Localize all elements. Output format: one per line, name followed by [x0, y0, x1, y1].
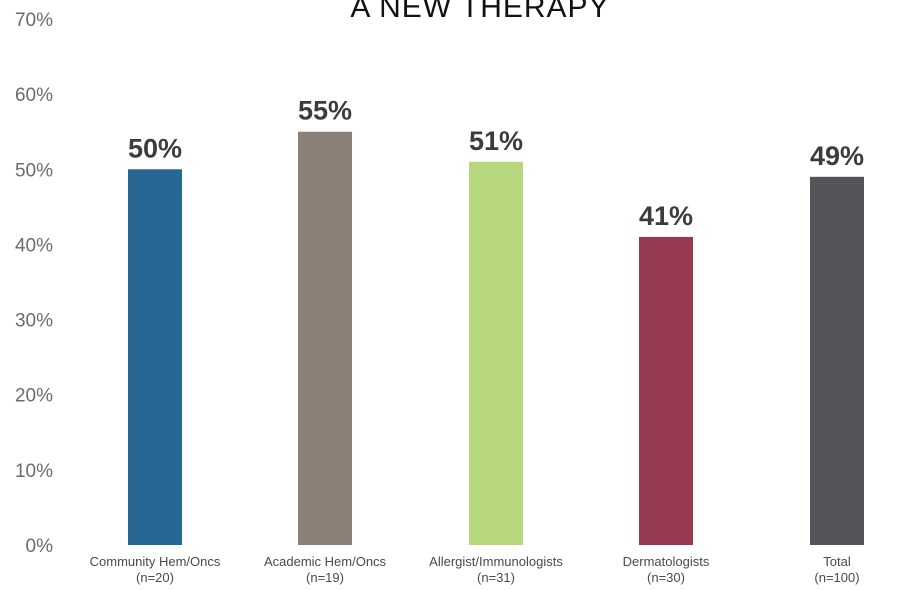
- y-tick-label: 70%: [15, 10, 53, 31]
- y-tick-label: 60%: [15, 85, 53, 106]
- bar: [298, 131, 352, 545]
- bar: [810, 176, 864, 546]
- x-tick-label: Community Hem/Oncs: [90, 554, 221, 569]
- x-tick-label: (n=20): [136, 570, 174, 585]
- y-tick-label: 50%: [15, 160, 53, 181]
- bar: [469, 161, 523, 545]
- x-tick-label: (n=30): [647, 570, 685, 585]
- data-labels: 50% 55% 51% 41% 49%: [128, 96, 864, 231]
- x-tick-label: Dermatologists: [623, 554, 710, 569]
- data-label: 55%: [298, 96, 352, 126]
- x-tick-label: (n=19): [306, 570, 344, 585]
- data-label: 51%: [469, 126, 523, 156]
- y-axis: 0% 10% 20% 30% 40% 50% 60% 70%: [15, 10, 53, 557]
- y-tick-label: 30%: [15, 311, 53, 332]
- bar: [128, 169, 182, 546]
- bars: [128, 131, 864, 546]
- x-tick-label: (n=100): [814, 570, 859, 585]
- x-tick-label: Academic Hem/Oncs: [264, 554, 387, 569]
- bar: [639, 236, 693, 545]
- y-tick-label: 10%: [15, 461, 53, 482]
- data-label: 41%: [639, 201, 693, 231]
- y-tick-label: 20%: [15, 386, 53, 407]
- chart-title: A NEW THERAPY: [350, 0, 609, 24]
- x-tick-label: Allergist/Immunologists: [429, 554, 563, 569]
- x-tick-label: Total: [823, 554, 851, 569]
- data-label: 50%: [128, 133, 182, 163]
- x-axis: Community Hem/Oncs(n=20) Academic Hem/Onc…: [90, 554, 860, 585]
- x-tick-label: (n=31): [477, 570, 515, 585]
- y-tick-label: 0%: [26, 536, 54, 557]
- data-label: 49%: [810, 141, 864, 171]
- y-tick-label: 40%: [15, 235, 53, 256]
